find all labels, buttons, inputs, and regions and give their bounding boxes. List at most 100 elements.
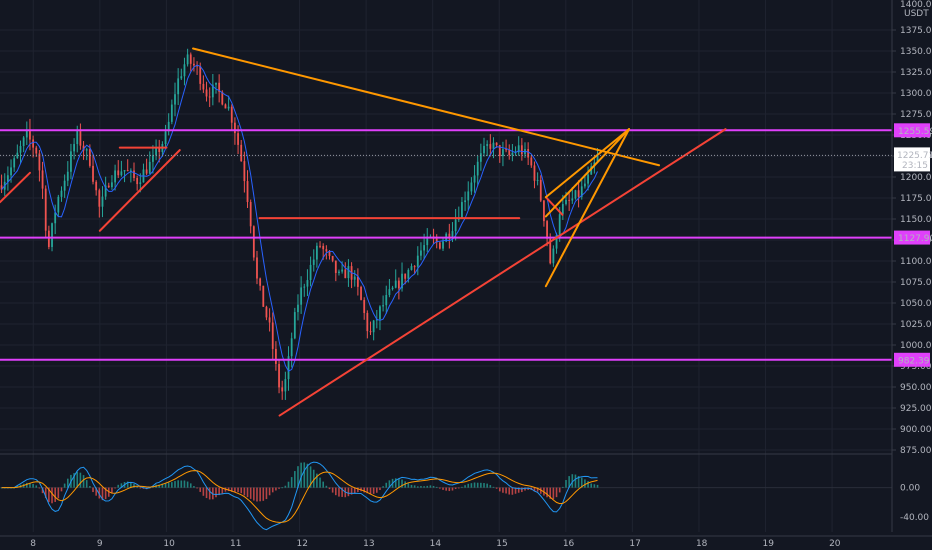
macd-histogram-bar <box>208 487 211 500</box>
candle-body <box>47 230 50 247</box>
candle-body <box>448 233 451 239</box>
candle-body <box>25 129 28 138</box>
candle-body <box>170 104 173 122</box>
candle-body <box>577 190 580 197</box>
candle-body <box>325 249 328 252</box>
macd-histogram-bar <box>133 483 135 488</box>
candle-body <box>341 269 344 272</box>
candle-body <box>123 170 126 172</box>
candle-body <box>6 175 9 182</box>
trendline <box>192 47 661 167</box>
macd-histogram-bar <box>549 487 552 499</box>
candle-body <box>413 266 416 268</box>
price-tick-label: 1200.00 <box>900 173 932 183</box>
candle-body <box>95 181 98 191</box>
candle-body <box>120 171 123 176</box>
candle-body <box>596 156 599 163</box>
candle-body <box>388 289 391 295</box>
macd-histogram-bar <box>511 487 514 495</box>
macd-histogram-bar <box>287 481 290 488</box>
candle-body <box>10 167 12 176</box>
price-tick-label: 1000.00 <box>900 341 932 351</box>
macd-histogram-bar <box>111 487 113 494</box>
price-tick-label: 1150.00 <box>900 215 932 225</box>
candle-body <box>530 157 533 166</box>
macd-histogram-bar <box>79 472 82 488</box>
time-tick-label: 15 <box>496 539 507 549</box>
macd-histogram-bar <box>363 487 365 493</box>
candle-body <box>155 148 157 156</box>
macd-histogram-bar <box>413 485 416 488</box>
candle-body <box>420 250 422 256</box>
macd-histogram-bar <box>350 487 353 495</box>
macd-histogram-bar <box>234 487 236 493</box>
candle-body <box>290 338 293 357</box>
time-axis[interactable]: 8 9 10 11 12 13 14 15 16 17 18 19 20 <box>0 532 932 550</box>
candle-body <box>152 155 154 162</box>
macd-histogram-bar <box>388 480 391 488</box>
candle-body <box>221 91 224 105</box>
macd-histogram-bar <box>451 487 454 491</box>
candle-body <box>211 84 214 98</box>
price-tick-label: 1075.00 <box>900 278 932 288</box>
macd-histogram-bar <box>63 483 66 488</box>
candle-body <box>193 63 195 66</box>
candle-body <box>183 64 186 77</box>
candle-body <box>498 145 501 157</box>
candle-body <box>66 171 69 181</box>
candle-body <box>438 242 441 249</box>
macd-histogram-bar <box>565 480 567 488</box>
macd-histogram-bar <box>130 482 132 488</box>
macd-histogram-bar <box>60 487 63 492</box>
axis-currency-label: USDT <box>904 9 929 19</box>
macd-histogram-bar <box>552 487 555 500</box>
candle-body <box>379 306 381 320</box>
macd-histogram-bar <box>126 481 129 488</box>
macd-histogram-bar <box>136 485 138 488</box>
macd-histogram-bar <box>259 487 261 502</box>
candle-body <box>284 379 287 392</box>
candle-body <box>35 147 38 154</box>
candle-body <box>16 152 19 159</box>
candle-body <box>473 175 476 183</box>
candle-body <box>546 221 548 239</box>
candle-body <box>148 161 151 174</box>
macd-histogram-bar <box>574 474 577 488</box>
macd-histogram-bar <box>312 469 315 488</box>
candle-body <box>297 304 299 313</box>
candle-body <box>174 94 176 105</box>
price-tick-label: 1300.00 <box>900 89 932 99</box>
macd-histogram-bar <box>215 487 217 498</box>
candle-body <box>275 348 277 364</box>
macd-histogram-bar <box>473 482 476 488</box>
macd-histogram-bar <box>167 482 170 488</box>
candle-body <box>60 190 63 197</box>
price-axis[interactable]: 1400.00USDT 1375.00 1350.00 1325.00 1300.00 1… <box>891 0 932 550</box>
candle-body <box>145 169 148 174</box>
macd-line <box>1 461 598 531</box>
macd-histogram-bar <box>524 487 526 491</box>
candle-body <box>328 251 331 256</box>
candle-body <box>180 76 183 79</box>
candle-body <box>511 152 514 156</box>
macd-tick-label: 0.00 <box>900 484 920 494</box>
candle-body <box>520 145 523 155</box>
macd-histogram-bar <box>369 487 372 495</box>
candle-body <box>338 271 340 273</box>
price-axis-background <box>892 0 932 550</box>
price-level-badge-label: 982.39 <box>898 356 930 366</box>
candle-body <box>391 287 394 290</box>
candle-body <box>372 320 375 333</box>
time-tick-label: 18 <box>696 539 708 549</box>
candle-body <box>54 212 57 224</box>
macd-histogram-bar <box>271 487 274 493</box>
price-tick-label: 1025.00 <box>900 320 932 330</box>
macd-histogram-bar <box>347 487 350 497</box>
grid-lines <box>0 0 892 540</box>
macd-histogram-bar <box>445 487 447 491</box>
price-tick-label: 1350.00 <box>900 47 932 57</box>
macd-histogram-bar <box>593 484 596 488</box>
time-tick-label: 20 <box>829 539 841 549</box>
macd-histogram-bar <box>92 487 94 493</box>
